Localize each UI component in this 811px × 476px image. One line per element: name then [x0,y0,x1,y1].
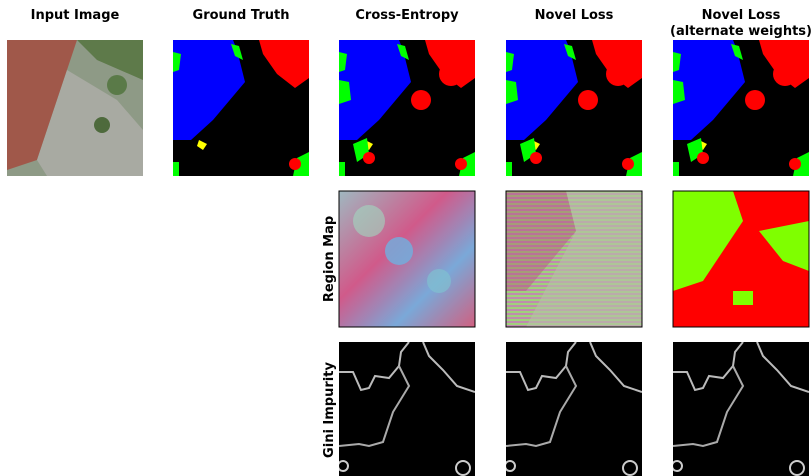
frame [672,190,810,328]
prediction [506,40,642,176]
gini-map [673,342,809,476]
row-label: Gini Impurity [322,362,337,458]
region-map [339,191,475,327]
frame [338,190,476,328]
prediction [673,40,809,176]
column-title: Cross-Entropy [355,8,459,23]
region-map [673,191,809,327]
prediction [339,40,475,176]
column-title: Input Image [31,8,120,23]
region-map [506,191,642,327]
frame [505,190,643,328]
gini-map [506,342,642,476]
column-title: Novel Loss [535,8,614,23]
gini-map [339,342,475,476]
ground-truth [173,40,309,176]
row-label: Region Map [322,216,337,302]
column-subtitle: (alternate weights) [670,24,811,39]
column-title: Novel Loss [702,8,781,23]
input-image [7,40,143,176]
column-title: Ground Truth [193,8,290,23]
